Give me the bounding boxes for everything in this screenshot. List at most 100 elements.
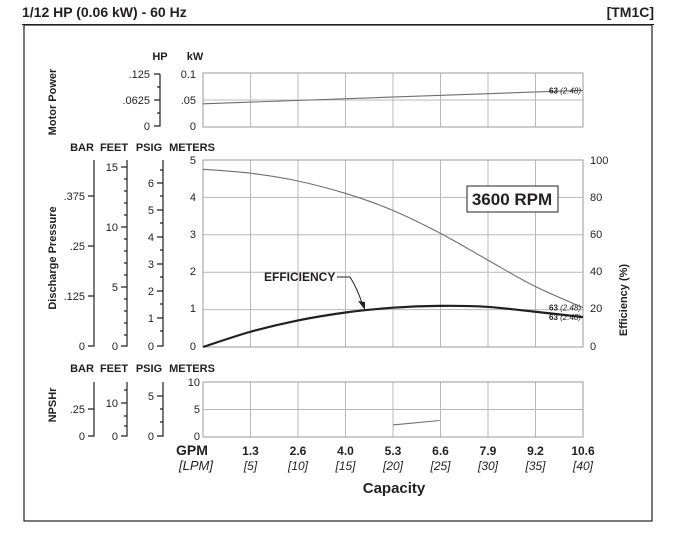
power-plot-frame bbox=[202, 72, 584, 128]
pressure-unit-feet: FEET bbox=[100, 142, 128, 154]
power-ylabel: Motor Power bbox=[47, 68, 59, 135]
x-lpm-label: [LPM] bbox=[178, 458, 213, 473]
efficiency-tick-2: 60 bbox=[590, 229, 602, 241]
pressure-ylabel: Discharge Pressure bbox=[47, 206, 59, 309]
pressure-meters-tick-1: 4 bbox=[190, 192, 196, 204]
pressure-meters-tick-5: 0 bbox=[190, 341, 196, 353]
x-lpm-tick: [5] bbox=[243, 459, 258, 473]
pressure-bar-tick-0: .375 bbox=[64, 191, 85, 203]
npshr-ylabel: NPSHr bbox=[47, 387, 59, 423]
npshr-bar-tick-1: 0 bbox=[79, 431, 85, 443]
pressure-bar-tick-3: 0 bbox=[79, 341, 85, 353]
pressure-feet-axis bbox=[121, 160, 128, 347]
pressure-unit-meters: METERS bbox=[169, 142, 215, 154]
npshr-psig-tick-0: 5 bbox=[148, 391, 154, 403]
pressure-curve bbox=[202, 168, 584, 309]
npshr-plot-frame bbox=[202, 381, 584, 438]
power-hp-axis bbox=[154, 73, 161, 127]
npshr-feet-axis bbox=[121, 382, 128, 437]
power-curve-end-label: 63 (2.48) bbox=[549, 86, 581, 95]
pressure-plot-frame bbox=[202, 159, 584, 348]
pressure-bar-axis bbox=[88, 160, 95, 347]
x-lpm-tick: [40] bbox=[572, 459, 594, 473]
efficiency-tick-5: 0 bbox=[590, 341, 596, 353]
power-hp-tick-1: .0625 bbox=[122, 95, 150, 107]
pressure-meters-tick-3: 2 bbox=[190, 266, 196, 278]
npshr-meters-tick-2: 0 bbox=[194, 431, 200, 443]
npshr-feet-tick-0: 10 bbox=[106, 398, 118, 410]
pressure-psig-tick-0: 6 bbox=[148, 178, 154, 190]
x-gpm-tick: 10.6 bbox=[571, 444, 595, 458]
x-tick-labels: 1.3[5] 2.6[10] 4.0[15] 5.3[20] 6.6[25] 7.9[30… bbox=[242, 444, 595, 473]
power-unit-hp: HP bbox=[152, 51, 167, 63]
npshr-unit-bar: BAR bbox=[70, 363, 94, 375]
npshr-unit-feet: FEET bbox=[100, 363, 128, 375]
npshr-grid bbox=[202, 381, 584, 438]
npshr-psig-axis bbox=[157, 382, 164, 437]
power-grid bbox=[202, 72, 584, 128]
pressure-psig-tick-4: 2 bbox=[148, 286, 154, 298]
power-curve bbox=[202, 89, 584, 105]
x-lpm-tick: [15] bbox=[334, 459, 356, 473]
npshr-feet-tick-1: 0 bbox=[112, 431, 118, 443]
power-kw-tick-0: 0.1 bbox=[181, 69, 196, 81]
npshr-meters-tick-1: 5 bbox=[194, 404, 200, 416]
npshr-bar-axis bbox=[88, 382, 95, 437]
x-gpm-label: GPM bbox=[176, 442, 208, 458]
pressure-bar-tick-1: .25 bbox=[70, 241, 85, 253]
x-gpm-tick: 9.2 bbox=[527, 444, 544, 458]
power-kw-tick-2: 0 bbox=[190, 121, 196, 133]
power-unit-kw: kW bbox=[187, 51, 204, 63]
pressure-feet-tick-2: 5 bbox=[112, 282, 118, 294]
efficiency-label-leader bbox=[337, 276, 363, 304]
pressure-curve-end-label: 63 (2.48) bbox=[549, 304, 581, 313]
power-hp-tick-2: 0 bbox=[144, 121, 150, 133]
efficiency-curve bbox=[202, 304, 584, 349]
pressure-feet-tick-0: 15 bbox=[106, 162, 118, 174]
efficiency-tick-0: 100 bbox=[590, 155, 608, 167]
pressure-psig-tick-2: 4 bbox=[148, 232, 154, 244]
curves: 63 (2.48)63 (2.48)63 (2.48) bbox=[202, 86, 584, 426]
efficiency-curve-end-label: 63 (2.48) bbox=[549, 313, 581, 322]
pressure-psig-tick-1: 5 bbox=[148, 205, 154, 217]
efficiency-ylabel: Efficiency (%) bbox=[618, 264, 630, 336]
npshr-curve bbox=[392, 419, 440, 426]
power-hp-tick-0: .125 bbox=[129, 69, 150, 81]
x-lpm-tick: [35] bbox=[524, 459, 546, 473]
pressure-unit-bar: BAR bbox=[70, 142, 94, 154]
power-kw-tick-1: .05 bbox=[181, 95, 196, 107]
x-lpm-tick: [30] bbox=[477, 459, 499, 473]
efficiency-tick-3: 40 bbox=[590, 266, 602, 278]
efficiency-curve-label: EFFICIENCY bbox=[264, 270, 335, 284]
rpm-box bbox=[466, 185, 559, 213]
pressure-psig-axis bbox=[157, 160, 164, 347]
pressure-meters-tick-2: 3 bbox=[190, 229, 196, 241]
efficiency-tick-4: 20 bbox=[590, 303, 602, 315]
x-lpm-tick: [20] bbox=[382, 459, 404, 473]
x-gpm-tick: 2.6 bbox=[290, 444, 307, 458]
pressure-psig-tick-5: 1 bbox=[148, 313, 154, 325]
npshr-meters-tick-0: 10 bbox=[188, 377, 200, 389]
x-gpm-tick: 7.9 bbox=[480, 444, 497, 458]
x-gpm-tick: 5.3 bbox=[385, 444, 402, 458]
pressure-psig-tick-6: 0 bbox=[148, 341, 154, 353]
pressure-bar-tick-2: .125 bbox=[64, 291, 85, 303]
x-gpm-tick: 4.0 bbox=[337, 444, 354, 458]
npshr-unit-psig: PSIG bbox=[136, 363, 162, 375]
pressure-feet-tick-3: 0 bbox=[112, 341, 118, 353]
pressure-feet-tick-1: 10 bbox=[106, 222, 118, 234]
pressure-meters-tick-0: 5 bbox=[190, 155, 196, 167]
efficiency-leader-arrowhead bbox=[358, 301, 365, 310]
npshr-unit-meters: METERS bbox=[169, 363, 215, 375]
pressure-unit-psig: PSIG bbox=[136, 142, 162, 154]
pressure-grid bbox=[202, 159, 584, 348]
pressure-psig-tick-3: 3 bbox=[148, 259, 154, 271]
x-gpm-tick: 6.6 bbox=[432, 444, 449, 458]
rpm-label: 3600 RPM bbox=[472, 190, 552, 209]
npshr-psig-tick-1: 0 bbox=[148, 431, 154, 443]
x-axis-title: Capacity bbox=[363, 480, 426, 497]
chart-code: [TM1C] bbox=[606, 4, 654, 20]
x-lpm-tick: [25] bbox=[429, 459, 451, 473]
efficiency-tick-1: 80 bbox=[590, 192, 602, 204]
